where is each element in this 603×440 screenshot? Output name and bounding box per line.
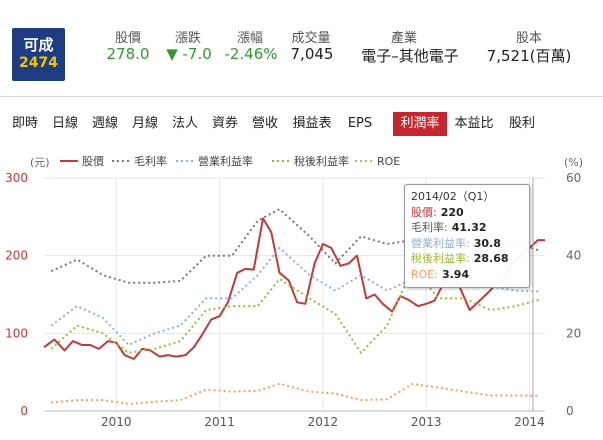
left-tick-label: 0 [20,404,28,418]
right-tick-label: 0 [566,404,574,418]
left-tick-label: 100 [5,326,28,340]
series-price-line [43,217,545,360]
tooltip-row-gross: 毛利率: 41.32 [411,220,529,236]
volume-value: 7,045 [290,45,334,63]
right-tick-label: 60 [566,171,581,185]
tooltip-value: 28.68 [473,252,509,265]
tooltip-period: 2014/02（Q1） [411,190,495,203]
price-value: 278.0 [106,45,150,63]
tab-revenue[interactable]: 營收 [251,116,278,131]
left-tick-label: 200 [5,249,28,263]
tab-margin-trading[interactable]: 資券 [211,116,238,131]
tab-daily[interactable]: 日線 [51,116,78,131]
x-tick-label: 2012 [308,415,339,429]
tooltip-row-price: 股價: 220 [411,205,529,221]
right-tick-label: 40 [566,249,581,263]
right-axis-unit: (%) [564,156,583,169]
capital-value: 7,521(百萬) [486,47,572,65]
tab-institutional[interactable]: 法人 [171,116,198,131]
tooltip-row-net: 稅後利益率: 28.68 [411,251,529,267]
legend-label[interactable]: 毛利率 [134,154,167,168]
profit-margin-chart[interactable]: (元) (%) 股價 毛利率 營業利益率 稅後利益率 ROE 0 0 100 20 200 40 3… [0,148,603,440]
tab-realtime[interactable]: 即時 [11,116,38,131]
legend-label[interactable]: 稅後利益率 [294,154,349,168]
right-tick-label: 20 [566,326,581,340]
legend-label[interactable]: 營業利益率 [198,154,253,168]
chart-legend: 股價 毛利率 營業利益率 稅後利益率 ROE [60,154,400,168]
tooltip-value: 30.8 [473,236,501,250]
change-value: ▼ -7.0 [166,45,212,63]
x-tick-label: 2013 [411,415,442,429]
stock-logo: 可成 2474 [12,28,65,81]
stock-name: 可成 [23,36,54,54]
tooltip-row-operating: 營業利益率: 30.8 [411,236,529,252]
tooltip-value: 41.32 [451,221,487,234]
tab-profit-margin[interactable]: 利潤率 [393,112,447,136]
tab-pe-ratio[interactable]: 本益比 [454,116,494,131]
series-roe-line [51,382,540,405]
industry-header: 產業 [390,31,417,46]
change-header: 漲跌 [174,31,201,46]
header-divider [0,96,603,97]
tooltip-label: 毛利率: [411,221,448,234]
change-pct-header: 漲幅 [236,31,263,46]
legend-label[interactable]: 股價 [82,154,104,168]
change-pct-value: -2.46% [224,45,278,63]
price-header: 股價 [114,31,141,46]
tooltip-value: 220 [440,205,464,219]
chart-grid: 0 0 100 20 200 40 300 60 2010 2011 2012 2013 2014 [5,171,581,429]
volume-header: 成交量 [291,31,331,46]
stock-code: 2474 [19,55,58,71]
tooltip-label: ROE: [411,267,438,281]
tab-weekly[interactable]: 週線 [91,116,118,131]
series-operating-margin-line [50,246,540,346]
tab-eps[interactable]: EPS [347,116,373,131]
tooltip-value: 3.94 [441,267,470,281]
tooltip-row-roe: ROE: 3.94 [411,267,529,283]
x-tick-label: 2010 [101,415,132,429]
chart-tooltip: 2014/02（Q1） 股價: 220 毛利率: 41.32 營業利益率: 30.8 … [404,184,530,288]
industry-value: 電子–其他電子 [361,47,459,65]
left-tick-label: 300 [5,171,28,185]
tab-income-statement[interactable]: 損益表 [292,116,332,131]
tooltip-label: 股價: [411,205,437,219]
x-tick-label: 2014 [514,415,545,429]
legend-label[interactable]: ROE [377,155,400,168]
x-tick-label: 2011 [204,415,235,429]
tab-dividend[interactable]: 股利 [508,116,535,131]
left-axis-unit: (元) [30,156,50,169]
tooltip-label: 稅後利益率: [411,252,470,265]
tooltip-label: 營業利益率: [411,236,470,250]
tab-monthly[interactable]: 月線 [131,116,158,131]
chart-series [43,208,545,405]
capital-header: 股本 [515,31,542,46]
